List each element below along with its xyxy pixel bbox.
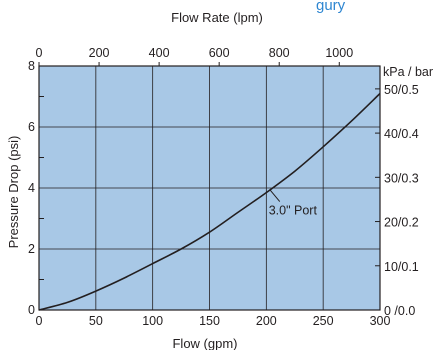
right-tick-label: 10/0.1 [384,260,419,274]
right-axis-title: kPa / bar [383,65,433,79]
top-axis-title: Flow Rate (lpm) [171,10,263,25]
right-tick-label: 30/0.3 [384,171,419,185]
y-tick-label: 2 [28,242,35,256]
x-tick-label: 0 [36,314,43,328]
y-tick-label: 8 [28,59,35,73]
y-axis-title: Pressure Drop (psi) [6,136,21,249]
right-tick-label: 50/0.5 [384,83,419,97]
x-axis-title: Flow (gpm) [172,336,237,350]
top-tick-label: 1000 [325,46,353,60]
x-tick-label: 250 [313,314,334,328]
series-annotation: 3.0" Port [269,204,318,218]
right-tick-label: 40/0.4 [384,127,419,141]
top-tick-label: 0 [36,46,43,60]
series-line-3in-port [38,92,381,311]
x-tick-label: 150 [199,314,220,328]
chart-title-fragment: gury [316,0,346,14]
y-tick-label: 6 [28,120,35,134]
right-tick-label: 20/0.2 [384,216,419,230]
top-tick-label: 400 [149,46,170,60]
top-tick-label: 200 [89,46,110,60]
x-tick-label: 200 [256,314,277,328]
y-tick-label: 4 [28,181,35,195]
y-tick-label: 0 [28,303,35,317]
x-tick-label: 100 [142,314,163,328]
x-tick-label: 50 [89,314,103,328]
x-tick-label: 300 [370,314,391,328]
gridlines [39,66,380,310]
right-tick-label: 0 /0.0 [384,304,415,318]
annotation-leader-line [269,189,281,202]
plot-frame [38,65,381,311]
top-tick-label: 800 [269,46,290,60]
top-tick-label: 600 [209,46,230,60]
